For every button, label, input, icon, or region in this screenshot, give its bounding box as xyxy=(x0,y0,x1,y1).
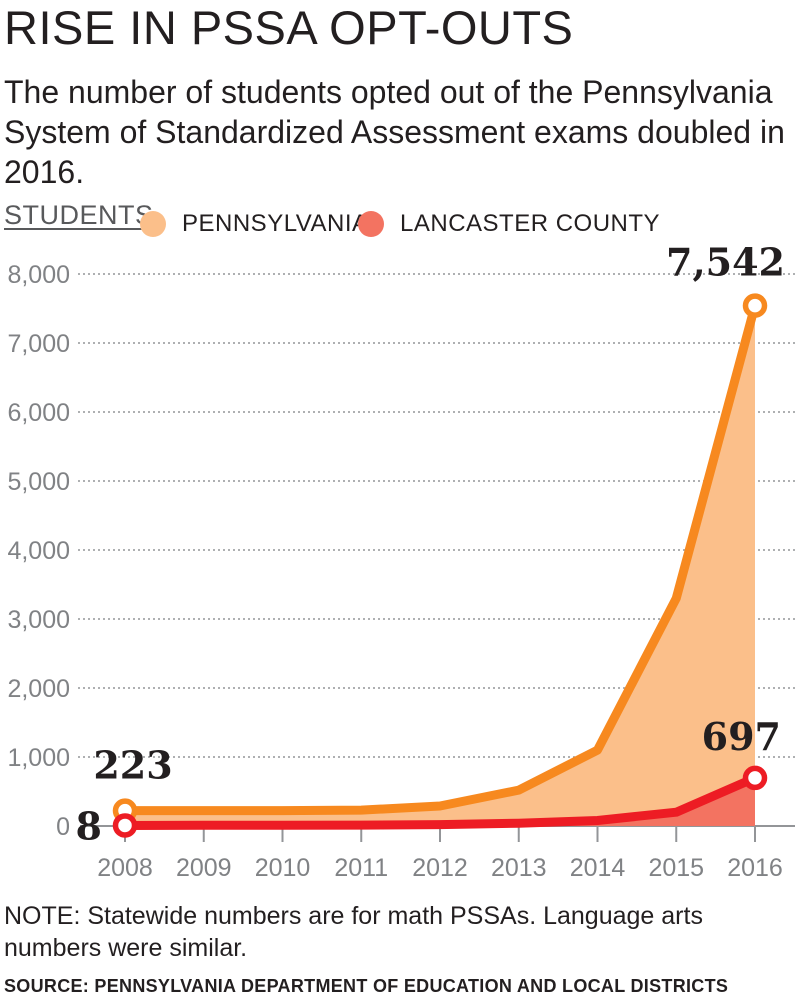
annotation-lancaster-county-2016: 697 xyxy=(702,714,781,759)
y-tick-label: 1,000 xyxy=(7,744,70,772)
x-tick-label: 2016 xyxy=(727,854,783,882)
pennsylvania-marker-2016 xyxy=(742,293,768,318)
pennsylvania-line xyxy=(120,301,760,816)
y-tick-label: 0 xyxy=(56,813,70,841)
y-tick-label: 3,000 xyxy=(7,606,70,634)
annotation-pennsylvania-2008: 223 xyxy=(93,743,172,788)
annotation-pennsylvania-2016: 7,542 xyxy=(666,240,785,285)
legend-item-lancaster-county: LANCASTER COUNTY xyxy=(358,210,660,238)
y-tick-label: 2,000 xyxy=(7,675,70,703)
x-tick-label: 2011 xyxy=(334,854,388,882)
y-tick-label: 7,000 xyxy=(7,330,70,358)
lancaster-county-area xyxy=(125,777,755,826)
legend-label-pennsylvania: PENNSYLVANIA xyxy=(182,210,369,237)
x-tick-label: 2010 xyxy=(255,854,311,882)
y-tick-label: 5,000 xyxy=(7,468,70,496)
annotation-lancaster-county-2008: 8 xyxy=(76,803,102,848)
x-tick-label: 2008 xyxy=(97,854,153,882)
pennsylvania-area xyxy=(125,305,755,826)
chart-title: RISE IN PSSA OPT-OUTS xyxy=(4,1,574,54)
area-chart: 0 1,000 2,000 3,000 4,000 5,000 6,000 7,000 8,00… xyxy=(7,240,795,882)
lancaster-county-marker-2016 xyxy=(742,765,768,791)
y-tick-label: 6,000 xyxy=(7,399,70,427)
y-tick-label: 8,000 xyxy=(7,261,70,289)
x-tick-label: 2014 xyxy=(570,854,626,882)
y-tick-label: 4,000 xyxy=(7,537,70,565)
legend-swatch-lancaster-county xyxy=(358,211,384,237)
lancaster-county-line xyxy=(120,773,760,830)
chart-note: NOTE: Statewide numbers are for math PSS… xyxy=(4,902,703,962)
y-axis-label: STUDENTS xyxy=(4,200,154,230)
legend-item-pennsylvania: PENNSYLVANIA xyxy=(140,210,369,238)
legend-label-lancaster-county: LANCASTER COUNTY xyxy=(400,210,661,237)
legend-swatch-pennsylvania xyxy=(140,211,166,237)
chart-source: SOURCE: PENNSYLVANIA DEPARTMENT OF EDUCA… xyxy=(4,976,729,996)
x-tick-label: 2013 xyxy=(491,854,547,882)
x-tick-label: 2012 xyxy=(412,854,468,882)
lancaster-county-marker-2008 xyxy=(112,813,138,838)
chart-subtitle: The number of students opted out of the … xyxy=(4,74,785,190)
x-tick-label: 2015 xyxy=(648,854,704,882)
x-tick-label: 2009 xyxy=(176,854,232,882)
